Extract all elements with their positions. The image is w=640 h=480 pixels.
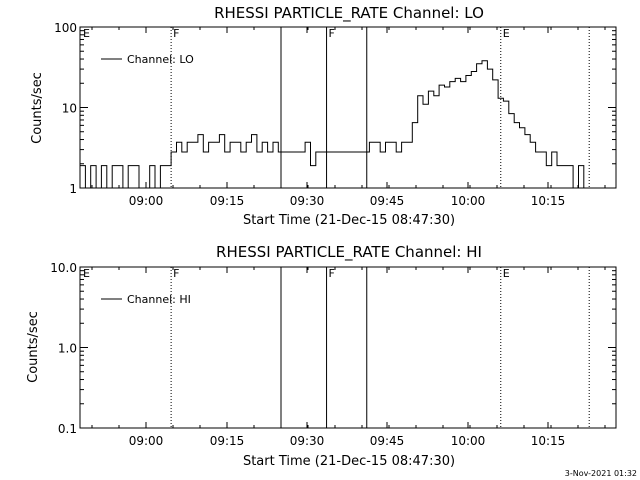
event-marker-label: F xyxy=(329,267,335,280)
x-axis-label: Start Time (21-Dec-15 08:47:30) xyxy=(243,454,455,469)
legend-label: Channel: LO xyxy=(127,53,194,66)
x-tick-label: 09:45 xyxy=(370,194,405,208)
x-tick-label: 10:00 xyxy=(451,194,486,208)
y-tick-label: 1.0 xyxy=(58,342,77,356)
event-marker-label: E xyxy=(83,267,90,280)
legend-label: Channel: HI xyxy=(127,293,191,306)
event-marker-label: E xyxy=(83,27,90,40)
y-tick-label: 10 xyxy=(62,102,77,116)
panel-title: RHESSI PARTICLE_RATE Channel: HI xyxy=(216,243,482,262)
x-tick-label: 10:00 xyxy=(451,434,486,448)
series-line xyxy=(80,60,616,189)
plot-area: 09:00 09:15 09:30 09:45 10:00 10:15 1 10 100 E F F E… xyxy=(54,21,617,208)
y-axis-label: Counts/sec xyxy=(30,72,45,144)
y-tick-label: 100 xyxy=(54,21,77,35)
x-tick-label: 10:15 xyxy=(531,434,566,448)
x-tick-label: 09:15 xyxy=(210,434,245,448)
x-tick-label: 09:45 xyxy=(370,434,405,448)
y-tick-label: 1 xyxy=(69,182,77,196)
event-marker-label: E xyxy=(503,267,510,280)
panel-title: RHESSI PARTICLE_RATE Channel: LO xyxy=(214,4,484,23)
y-tick-label: 0.1 xyxy=(58,422,77,436)
timestamp-label: 3-Nov-2021 01:32 xyxy=(565,469,637,478)
y-tick-label: 10.0 xyxy=(50,261,77,275)
panel-lo: RHESSI PARTICLE_RATE Channel: LO Counts/… xyxy=(30,4,617,228)
x-tick-label: 09:30 xyxy=(290,194,325,208)
event-marker-label: F xyxy=(329,27,335,40)
x-tick-label: 09:30 xyxy=(290,434,325,448)
x-tick-label: 09:00 xyxy=(129,434,164,448)
x-tick-label: 09:15 xyxy=(210,194,245,208)
panel-hi: RHESSI PARTICLE_RATE Channel: HI Counts/… xyxy=(26,243,617,469)
plot-area: 09:00 09:15 09:30 09:45 10:00 10:15 0.1 1.0 10.0… xyxy=(50,261,617,448)
x-tick-label: 10:15 xyxy=(531,194,566,208)
x-axis-label: Start Time (21-Dec-15 08:47:30) xyxy=(243,213,455,228)
y-axis-label: Counts/sec xyxy=(26,311,41,383)
event-marker-label: F xyxy=(173,27,179,40)
event-marker-label: F xyxy=(173,267,179,280)
x-tick-label: 09:00 xyxy=(129,194,164,208)
event-marker-label: E xyxy=(503,27,510,40)
